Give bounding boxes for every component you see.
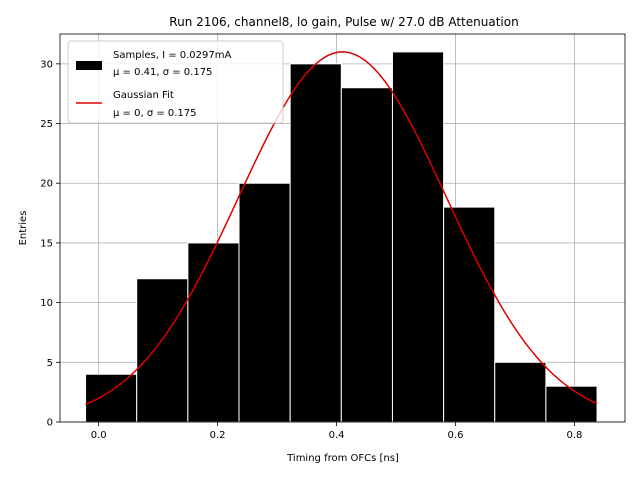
y-tick-label: 5 <box>47 358 53 369</box>
legend-fit-stats: μ = 0, σ = 0.175 <box>113 108 197 119</box>
y-axis-ticks: 0 5 10 15 20 25 30 <box>40 59 60 429</box>
legend-samples-swatch <box>76 61 102 70</box>
gaussian-fit <box>85 51 598 406</box>
chart-title: Run 2106, channel8, lo gain, Pulse w/ 27… <box>169 15 518 29</box>
x-tick-label: 0.8 <box>566 430 582 441</box>
histogram-bar <box>340 87 393 423</box>
plot-frame <box>59 33 626 423</box>
histogram-bar <box>289 63 342 423</box>
x-tick-label: 0.2 <box>210 430 226 441</box>
histogram-bar <box>443 206 496 423</box>
y-tick-label: 25 <box>40 119 53 130</box>
y-tick-label: 20 <box>40 179 53 190</box>
histogram-bar <box>187 242 240 423</box>
legend-box <box>67 40 284 124</box>
x-tick-label: 0.6 <box>448 430 464 441</box>
histogram-bar <box>545 385 598 423</box>
y-tick-label: 0 <box>47 418 53 429</box>
legend: Samples, I = 0.0297mA μ = 0.41, σ = 0.17… <box>67 40 284 124</box>
y-tick-label: 30 <box>40 59 53 70</box>
histogram-bar <box>85 373 138 423</box>
y-tick-label: 10 <box>40 298 53 309</box>
x-axis-label: Timing from OFCs [ns] <box>286 453 399 464</box>
legend-samples-label: Samples, I = 0.0297mA <box>113 50 231 61</box>
histogram-bar <box>494 361 547 423</box>
histogram-bars <box>85 51 598 423</box>
histogram-bar <box>136 278 189 423</box>
legend-fit-label: Gaussian Fit <box>113 90 174 101</box>
histogram-bar <box>391 51 445 423</box>
x-axis-ticks: 0.0 0.2 0.4 0.6 0.8 <box>91 422 582 441</box>
gaussian-fit-curve <box>85 51 598 406</box>
x-tick-label: 0.0 <box>91 430 107 441</box>
legend-samples-stats: μ = 0.41, σ = 0.175 <box>113 67 212 78</box>
y-tick-label: 15 <box>40 238 53 249</box>
histogram-bar <box>238 182 291 423</box>
x-tick-label: 0.4 <box>329 430 345 441</box>
y-axis-label: Entries <box>18 211 29 246</box>
